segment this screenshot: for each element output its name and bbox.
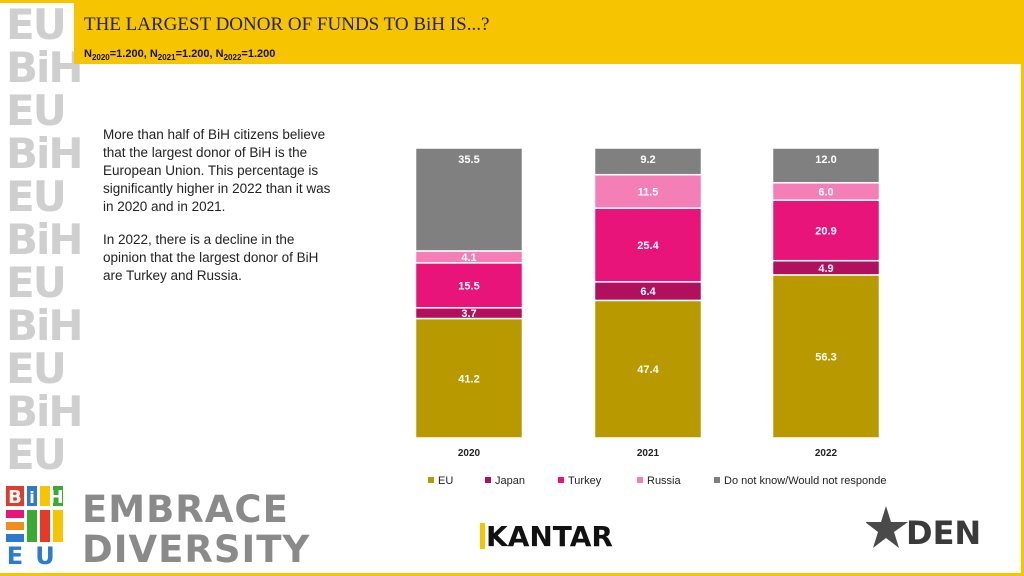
n-2022: N2022=1.200 xyxy=(215,48,276,63)
legend-label: Do not know/Would not responde xyxy=(724,475,886,487)
data-label: 3.7 xyxy=(461,308,476,320)
data-label: 25.4 xyxy=(637,240,659,252)
sidebar-pattern-text: BiH xyxy=(6,43,84,92)
data-label: 11.5 xyxy=(638,186,659,198)
header-banner: THE LARGEST DONOR OF FUNDS TO BiH IS...?… xyxy=(74,0,1021,64)
x-tick-label: 2022 xyxy=(815,448,838,459)
bar-segment xyxy=(771,147,881,184)
data-label: 6.4 xyxy=(640,286,656,298)
bih-eu-logo-icon: B i H E U xyxy=(6,486,64,570)
ed-letter-u: U xyxy=(35,542,55,570)
summary-paragraph-2: In 2022, there is a decline in the opini… xyxy=(103,232,319,283)
ed-letter-b: B xyxy=(8,487,22,508)
legend-swatch xyxy=(637,477,643,483)
legend-swatch xyxy=(714,477,720,483)
ed-letter-i: i xyxy=(29,488,34,507)
bar-segment xyxy=(414,262,524,309)
data-label: 6.0 xyxy=(818,186,833,198)
data-label: 56.3 xyxy=(815,351,836,363)
legend-swatch xyxy=(485,477,491,483)
diversity-word: DIVERSITY xyxy=(82,528,311,571)
sidebar-pattern-text: BiH xyxy=(6,129,84,178)
legend-swatch xyxy=(558,477,564,483)
legend-label: EU xyxy=(438,475,453,487)
sidebar-pattern-text: EU xyxy=(6,86,67,135)
n-2020: N2020=1.200, xyxy=(84,48,150,63)
kantar-logo: KANTAR xyxy=(480,520,613,553)
x-tick-label: 2020 xyxy=(458,448,481,459)
sidebar-pattern-text: EU xyxy=(6,430,67,479)
sidebar-pattern-text: EU xyxy=(6,172,67,221)
ed-letter-h: H xyxy=(48,487,63,508)
sidebar-pattern-text: BiH xyxy=(6,301,84,350)
den-wordmark: DEN xyxy=(906,514,981,552)
sidebar-pattern-text: BiH xyxy=(6,387,84,436)
embrace-diversity-logo: B i H E U EMBRACE DIVERSITY xyxy=(6,486,309,570)
sidebar-pattern-text: BiH xyxy=(6,215,84,264)
data-label: 41.2 xyxy=(458,373,479,385)
n-2021: N2021=1.200, xyxy=(149,48,216,63)
sidebar-logo-pattern: EU BiH EU BiH EU BiH EU BiH EU BiH EU xyxy=(0,0,84,480)
summary-text: More than half of BiH citizens believe t… xyxy=(103,126,335,300)
legend-swatch xyxy=(428,477,434,483)
page-title: THE LARGEST DONOR OF FUNDS TO BiH IS...? xyxy=(84,14,490,35)
sidebar-pattern-text: EU xyxy=(6,258,67,307)
data-label: 9.2 xyxy=(640,154,655,166)
bar-segment xyxy=(771,274,881,439)
bar-segment xyxy=(593,299,703,439)
den-logo: DEN xyxy=(866,506,981,552)
sample-size: N2020=1.200, N2021=1.200, N2022=1.200 xyxy=(84,48,275,62)
legend-label: Japan xyxy=(495,475,525,487)
bar-segment xyxy=(414,317,524,439)
bar-segment xyxy=(771,199,881,262)
sidebar-pattern-text: EU xyxy=(6,344,67,393)
data-label: 47.4 xyxy=(637,364,659,376)
embrace-word: EMBRACE xyxy=(82,488,289,531)
data-label: 20.9 xyxy=(815,225,836,237)
embrace-diversity-wordmark: EMBRACE DIVERSITY xyxy=(82,490,310,570)
legend-label: Russia xyxy=(647,475,682,487)
bar-segment xyxy=(593,173,703,209)
kantar-bar-icon xyxy=(480,523,485,549)
data-label: 15.5 xyxy=(458,280,479,292)
summary-paragraph-1: More than half of BiH citizens believe t… xyxy=(103,127,331,214)
bar-segment xyxy=(414,147,524,252)
x-tick-label: 2021 xyxy=(637,448,660,459)
data-label: 35.5 xyxy=(458,154,479,166)
bar-segment xyxy=(593,147,703,176)
ed-letter-e: E xyxy=(7,542,23,570)
legend-label: Turkey xyxy=(568,475,602,487)
data-label: 4.9 xyxy=(818,263,833,275)
bar-segment xyxy=(593,207,703,283)
data-label: 12.0 xyxy=(815,154,836,166)
stacked-bar-chart: 41.2 3.7 15.5 4.1 35.5 2020 47.4 6.4 25.4 11.5 9.2… xyxy=(414,147,886,487)
sidebar-pattern-text: EU xyxy=(6,0,67,49)
star-icon xyxy=(866,506,908,548)
data-label: 4.1 xyxy=(461,252,476,264)
